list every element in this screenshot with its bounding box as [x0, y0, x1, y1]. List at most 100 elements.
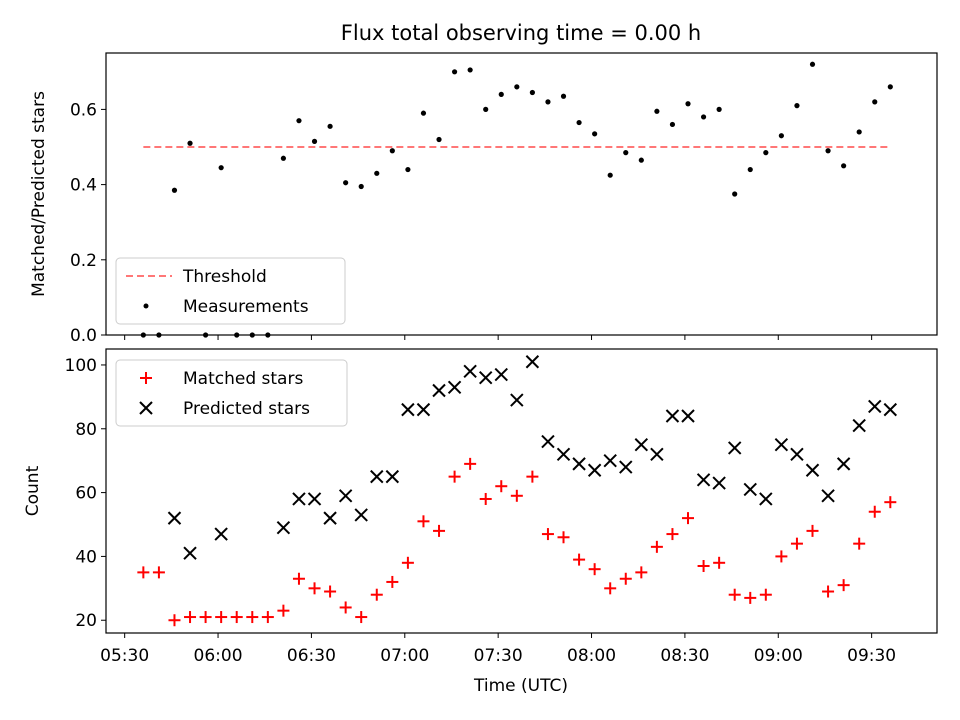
measurement-point: [794, 103, 800, 109]
matched-star-marker: [215, 611, 228, 624]
measurement-point: [700, 114, 707, 120]
matched-star-marker: [370, 588, 383, 601]
predicted-star-marker-b: [307, 492, 322, 506]
count-legend-box: [115, 359, 348, 427]
chart-title: Flux total observing time = 0.00 h: [341, 21, 701, 45]
matched-star-marker: [433, 524, 446, 537]
measurement-point: [716, 106, 722, 112]
predicted-star-marker: [883, 402, 898, 417]
y-tick-label: 40: [75, 547, 97, 567]
legend-matched-label: Matched stars: [183, 369, 303, 389]
count-axis-ticks: 20 40 60 80 100 05:30 06:00 06:30 07:00 07:30 08:0…: [65, 356, 897, 666]
legend-predicted-label: Predicted stars: [183, 399, 310, 419]
matched-star-marker: [666, 528, 679, 541]
matched-star-marker: [868, 505, 881, 518]
matched-star-marker: [775, 550, 788, 563]
matched-star-marker: [277, 604, 290, 617]
predicted-star-marker: [727, 441, 742, 455]
measurement-point: [654, 108, 660, 114]
measurement-point: [623, 150, 629, 156]
predicted-star-marker: [681, 409, 695, 423]
matched-star-marker: [355, 611, 368, 624]
predicted-star-marker: [805, 463, 820, 477]
predicted-star-marker-b: [883, 402, 898, 417]
predicted-star-marker-b: [650, 447, 664, 462]
predicted-star-marker: [307, 492, 322, 506]
matched-star-marker: [292, 572, 305, 585]
measurement-point: [560, 93, 567, 99]
predicted-star-marker-b: [292, 492, 306, 506]
predicted-star-marker-b: [603, 453, 617, 468]
matched-star-marker: [495, 480, 508, 493]
predicted-star-marker-b: [759, 492, 773, 506]
x-axis-label: Time (UTC): [473, 676, 568, 696]
measurement-point: [280, 155, 287, 161]
matched-star-marker: [744, 591, 757, 604]
matched-star-marker: [822, 585, 835, 598]
predicted-star-marker-b: [416, 402, 431, 417]
predicted-star-marker-b: [556, 447, 571, 462]
measurement-point: [171, 187, 178, 193]
predicted-star-marker: [665, 409, 680, 423]
matched-star-marker: [853, 537, 866, 550]
measurement-point: [638, 157, 644, 163]
predicted-star-marker-b: [634, 438, 649, 452]
predicted-star-marker: [494, 367, 508, 382]
matched-star-marker: [682, 512, 695, 525]
measurement-point: [343, 180, 349, 186]
measurement-point: [669, 121, 676, 128]
matched-star-marker: [806, 524, 819, 537]
predicted-star-marker: [338, 489, 353, 503]
predicted-star-marker: [696, 473, 711, 487]
matched-star-marker: [168, 614, 181, 627]
measurement-point: [732, 191, 738, 197]
predicted-star-marker: [852, 418, 866, 433]
predicted-star-marker: [868, 399, 882, 414]
measurement-point: [685, 101, 691, 107]
predicted-star-marker: [634, 438, 649, 452]
predicted-star-marker-b: [805, 463, 820, 477]
measurement-point: [218, 165, 224, 171]
y-tick-label: 0.0: [70, 326, 97, 346]
ratio-panel: 0.0 0.2 0.4 0.6 Matched/Predicted stars Thr…: [29, 52, 938, 346]
ratio-legend-box: [115, 257, 346, 325]
matched-star-marker: [837, 579, 850, 592]
x-tick-label: 06:00: [194, 646, 243, 666]
legend-measurements-label: Measurements: [183, 297, 309, 317]
count-panel: 20 40 60 80 100 05:30 06:00 06:30 07:00 07:30 08:0…: [23, 348, 938, 696]
ratio-legend: Threshold Measurements: [115, 257, 346, 325]
predicted-star-marker-b: [463, 364, 477, 379]
predicted-star-marker: [183, 546, 197, 560]
measurement-point: [778, 133, 784, 139]
predicted-star-marker: [479, 371, 493, 385]
measurement-point: [856, 129, 862, 135]
predicted-star-marker-b: [619, 460, 633, 474]
predicted-star-marker: [743, 482, 757, 497]
matched-star-marker: [573, 553, 586, 566]
ratio-plot-area: [140, 61, 893, 338]
measurement-point: [763, 150, 769, 156]
predicted-star-marker-b: [541, 434, 555, 449]
matched-star-marker: [464, 457, 477, 470]
legend-measurements-swatch: [143, 303, 149, 309]
matched-star-marker: [790, 537, 803, 550]
y-tick-label: 0.6: [70, 100, 97, 120]
measurement-point: [576, 119, 582, 126]
predicted-star-marker-b: [401, 402, 415, 417]
predicted-star-marker: [401, 402, 415, 417]
matched-star-marker: [557, 531, 570, 544]
predicted-star-marker: [214, 527, 228, 541]
predicted-star-marker-b: [447, 380, 462, 394]
predicted-star-marker: [354, 508, 368, 522]
predicted-star-marker-b: [774, 438, 789, 452]
y-tick-label: 0.4: [70, 176, 97, 196]
predicted-star-marker: [276, 520, 291, 535]
predicted-star-marker: [385, 469, 400, 484]
predicted-star-marker: [619, 460, 633, 474]
predicted-star-marker: [712, 476, 726, 490]
matched-star-marker: [884, 496, 897, 509]
count-plot-area: [137, 355, 898, 627]
matched-star-marker: [759, 588, 772, 601]
predicted-star-marker-b: [183, 546, 197, 560]
measurement-point: [327, 123, 333, 129]
